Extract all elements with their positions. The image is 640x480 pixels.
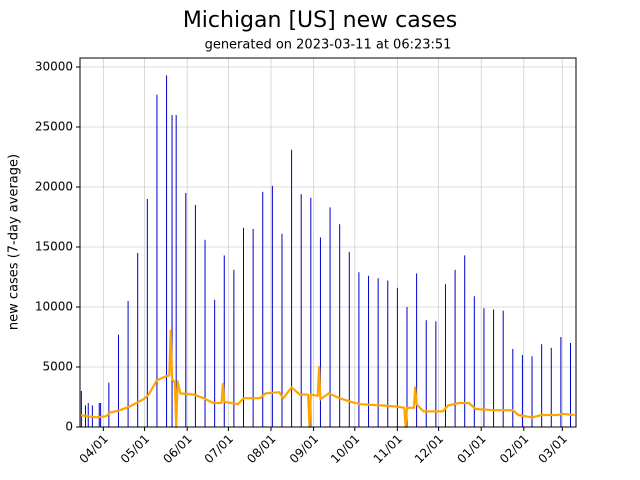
bar bbox=[435, 321, 437, 427]
bar bbox=[262, 191, 264, 427]
bar bbox=[281, 233, 283, 427]
bar bbox=[416, 273, 418, 427]
x-tick-label: 09/01 bbox=[287, 432, 321, 466]
x-tick-label: 11/01 bbox=[371, 432, 405, 466]
x-tick-label: 04/01 bbox=[77, 432, 111, 466]
bar bbox=[194, 205, 196, 427]
bar bbox=[358, 272, 360, 427]
bar bbox=[100, 403, 102, 427]
bar bbox=[204, 239, 206, 427]
bar bbox=[117, 334, 119, 427]
bar bbox=[156, 94, 158, 427]
y-tick-label: 30000 bbox=[35, 60, 73, 74]
chart-subtitle: generated on 2023-03-11 at 06:23:51 bbox=[205, 38, 452, 53]
plot-frame bbox=[79, 57, 577, 428]
y-tick-label: 5000 bbox=[42, 360, 73, 374]
bar bbox=[329, 207, 331, 427]
bar bbox=[444, 284, 446, 427]
bar bbox=[541, 344, 543, 427]
bar bbox=[146, 199, 148, 427]
x-tick-label: 02/01 bbox=[497, 432, 531, 466]
plot-area bbox=[79, 58, 576, 429]
bar bbox=[300, 194, 302, 427]
line-series bbox=[79, 329, 575, 429]
bar bbox=[175, 115, 177, 427]
bar bbox=[512, 349, 514, 427]
bar bbox=[531, 356, 533, 427]
x-tick-label: 12/01 bbox=[412, 432, 446, 466]
y-tick-label: 0 bbox=[65, 420, 73, 434]
x-tick-label: 05/01 bbox=[118, 432, 152, 466]
bar bbox=[137, 253, 139, 427]
bar bbox=[502, 310, 504, 427]
bar bbox=[387, 280, 389, 427]
bar bbox=[368, 275, 370, 427]
y-tick-label: 20000 bbox=[35, 180, 73, 194]
bar bbox=[473, 296, 475, 427]
x-tick-label: 10/01 bbox=[328, 432, 362, 466]
bar bbox=[166, 75, 168, 428]
bar bbox=[550, 347, 552, 427]
x-tick-label: 06/01 bbox=[160, 432, 194, 466]
y-tick-label: 25000 bbox=[35, 120, 73, 134]
bar bbox=[171, 115, 173, 427]
bar bbox=[396, 287, 398, 427]
chart-title: Michigan [US] new cases bbox=[183, 8, 457, 33]
x-tick-label: 07/01 bbox=[202, 432, 236, 466]
bar bbox=[406, 307, 408, 427]
bar bbox=[310, 197, 312, 427]
bar bbox=[319, 237, 321, 427]
bar bbox=[291, 149, 293, 428]
bar bbox=[348, 251, 350, 427]
bar bbox=[570, 343, 572, 427]
bar bbox=[560, 337, 562, 427]
bar bbox=[339, 224, 341, 427]
bar bbox=[127, 301, 129, 427]
bar bbox=[521, 355, 523, 427]
bar bbox=[87, 403, 89, 427]
bar bbox=[464, 255, 466, 427]
bar bbox=[425, 320, 427, 427]
bar bbox=[271, 185, 273, 427]
bar bbox=[483, 308, 485, 427]
y-tick-label: 10000 bbox=[35, 300, 73, 314]
x-tick-label: 01/01 bbox=[454, 432, 488, 466]
y-axis-label: new cases (7-day average) bbox=[7, 154, 22, 330]
bar bbox=[243, 227, 245, 427]
bar bbox=[377, 278, 379, 427]
bar bbox=[454, 269, 456, 427]
y-tick-label: 15000 bbox=[35, 240, 73, 254]
bar bbox=[108, 382, 110, 427]
bar bbox=[80, 391, 82, 427]
x-tick-label: 08/01 bbox=[244, 432, 278, 466]
bar bbox=[223, 255, 225, 427]
bar bbox=[214, 299, 216, 427]
x-tick-label: 03/01 bbox=[535, 432, 569, 466]
bar bbox=[185, 193, 187, 427]
bar bbox=[493, 309, 495, 427]
bar bbox=[252, 229, 254, 427]
bar bbox=[233, 269, 235, 427]
bar bbox=[98, 403, 100, 427]
